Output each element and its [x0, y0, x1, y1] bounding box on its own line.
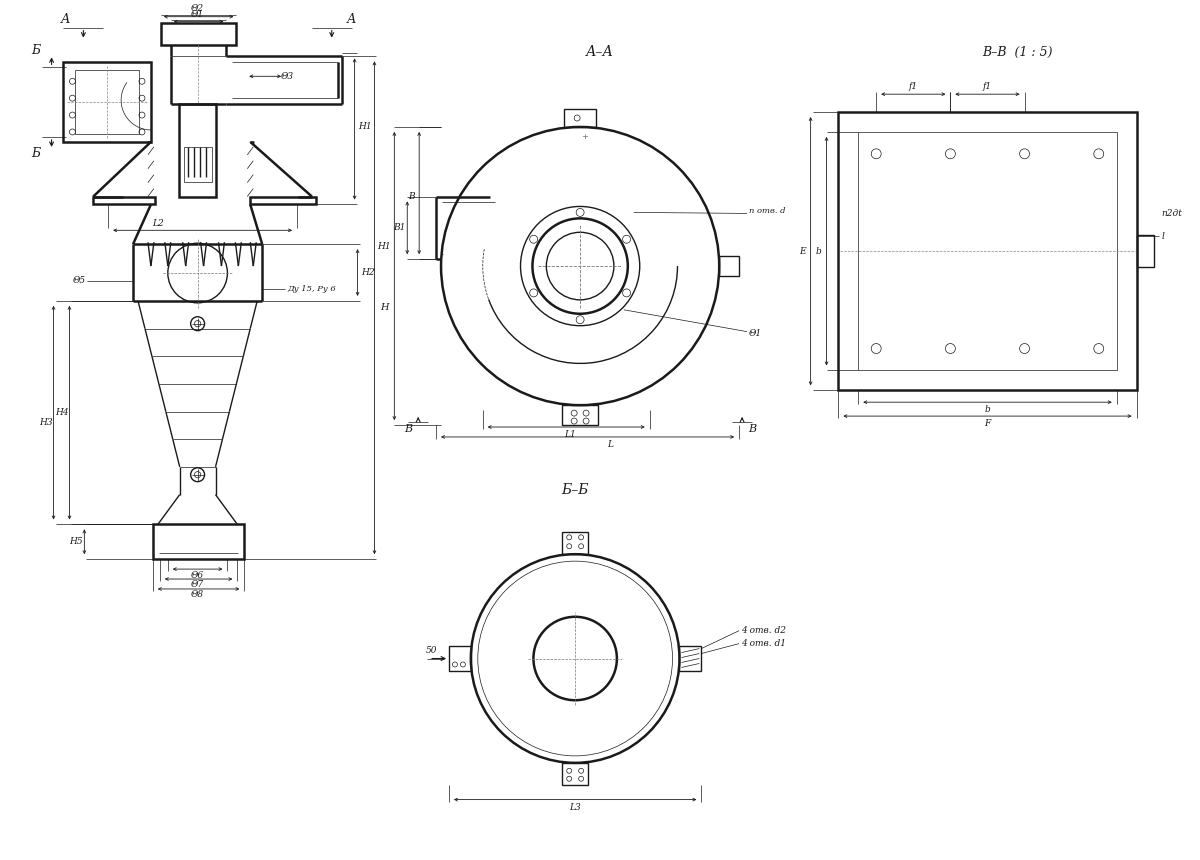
Text: H4: H4 — [55, 408, 68, 417]
Bar — [184, 147, 211, 181]
Text: B1: B1 — [394, 224, 406, 232]
Bar — [719, 256, 739, 276]
Bar — [152, 525, 245, 559]
Text: b: b — [985, 405, 990, 414]
Bar — [76, 71, 139, 134]
Text: Θ1: Θ1 — [191, 10, 204, 19]
Text: 50: 50 — [425, 646, 437, 655]
Text: l: l — [1162, 231, 1164, 241]
Bar — [563, 532, 588, 554]
Text: H2: H2 — [361, 268, 374, 277]
Text: Θ7: Θ7 — [191, 580, 204, 589]
Text: Θ3: Θ3 — [281, 71, 294, 81]
Text: E: E — [799, 247, 806, 255]
Text: В: В — [748, 424, 756, 434]
Text: Θ5: Θ5 — [72, 276, 85, 286]
Text: H3: H3 — [38, 418, 53, 427]
Bar — [161, 22, 236, 45]
Text: F: F — [984, 419, 991, 427]
Text: H1: H1 — [358, 122, 371, 131]
Text: 4 отв. d2: 4 отв. d2 — [742, 626, 786, 636]
Text: L: L — [607, 440, 613, 450]
Text: H: H — [380, 304, 389, 312]
Text: В: В — [404, 424, 413, 434]
Text: Ду 15, Ру 6: Ду 15, Ру 6 — [287, 285, 336, 293]
Bar — [839, 112, 1136, 390]
Text: Б–Б: Б–Б — [562, 482, 589, 496]
Text: Б: Б — [31, 147, 41, 160]
Bar — [564, 109, 596, 127]
Text: B: B — [408, 192, 414, 201]
Bar — [563, 763, 588, 784]
Text: А: А — [347, 13, 356, 26]
Bar — [64, 63, 151, 142]
Text: Θ1: Θ1 — [749, 329, 762, 338]
Text: Б: Б — [31, 44, 41, 57]
Text: А–А: А–А — [586, 46, 614, 59]
Text: Θ6: Θ6 — [191, 570, 204, 580]
Bar — [94, 197, 155, 205]
Text: L3: L3 — [569, 803, 581, 812]
Text: А: А — [61, 13, 71, 26]
Text: H1: H1 — [378, 242, 391, 251]
Text: f1: f1 — [908, 82, 918, 91]
Text: b: b — [816, 247, 822, 255]
Bar — [251, 197, 316, 205]
Text: n2дt: n2дt — [1162, 209, 1182, 218]
Bar — [449, 646, 470, 672]
Text: H5: H5 — [70, 538, 83, 546]
Text: В–В  (1 : 5): В–В (1 : 5) — [982, 46, 1052, 59]
Text: n отв. d: n отв. d — [749, 207, 786, 215]
Bar — [563, 405, 598, 425]
Bar — [679, 646, 701, 672]
Bar — [858, 132, 1117, 371]
Text: 4 отв. d1: 4 отв. d1 — [742, 639, 786, 648]
Text: Θ2: Θ2 — [191, 4, 204, 13]
Text: +: + — [582, 133, 588, 141]
Text: L2: L2 — [152, 218, 163, 228]
Text: L1: L1 — [564, 431, 576, 439]
Bar — [179, 104, 216, 197]
Bar — [1136, 236, 1154, 267]
Text: Θ8: Θ8 — [191, 591, 204, 599]
Text: f1: f1 — [983, 82, 992, 91]
